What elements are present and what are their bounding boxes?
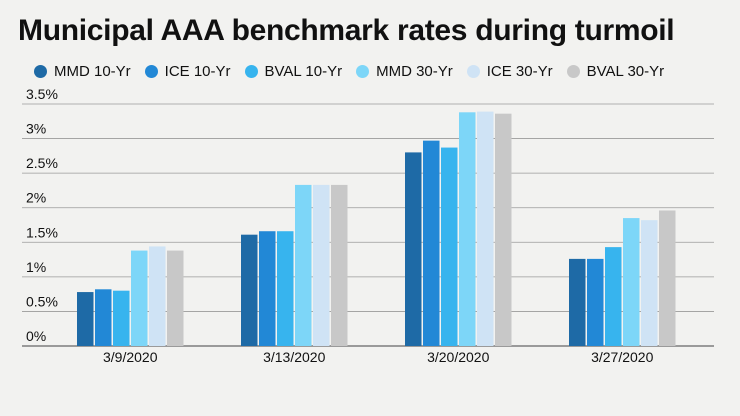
legend-swatch xyxy=(244,65,258,78)
y-tick-label: 3% xyxy=(26,121,46,137)
bar xyxy=(113,290,130,346)
legend-item: ICE 10-Yr xyxy=(144,63,231,80)
legend-swatch xyxy=(144,65,158,78)
bar xyxy=(259,231,276,346)
legend-item: BVAL 30-Yr xyxy=(566,63,665,80)
bar xyxy=(277,231,294,346)
legend-label: BVAL 10-Yr xyxy=(264,63,343,80)
bar xyxy=(149,246,166,346)
legend-item: MMD 10-Yr xyxy=(34,63,131,80)
legend-label: BVAL 30-Yr xyxy=(586,63,665,80)
bar xyxy=(405,152,422,346)
bar xyxy=(241,234,258,346)
y-tick-label: 1.5% xyxy=(26,224,58,240)
bar xyxy=(459,112,476,346)
bar xyxy=(623,218,640,346)
bar xyxy=(167,250,184,346)
bar xyxy=(295,184,312,346)
legend: MMD 10-Yr ICE 10-Yr BVAL 10-Yr MMD 30-Yr ICE… xyxy=(34,63,664,80)
legend-swatch xyxy=(356,65,370,78)
bar xyxy=(477,111,494,346)
y-tick-label: 3.5% xyxy=(26,86,58,102)
legend-item: BVAL 10-Yr xyxy=(244,63,343,80)
bar xyxy=(313,184,330,346)
chart-title: Municipal AAA benchmark rates during tur… xyxy=(18,14,675,47)
legend-label: MMD 30-Yr xyxy=(376,63,453,80)
x-tick-label: 3/9/2020 xyxy=(103,349,158,365)
bar xyxy=(441,147,458,346)
bar xyxy=(77,292,94,346)
y-tick-label: 2.5% xyxy=(26,155,58,171)
bar xyxy=(131,250,148,346)
bar xyxy=(605,247,622,346)
legend-item: MMD 30-Yr xyxy=(356,63,453,80)
y-tick-label: 2% xyxy=(26,190,46,206)
y-tick-label: 0% xyxy=(26,328,46,344)
legend-swatch xyxy=(566,65,580,78)
bar xyxy=(569,258,586,346)
y-tick-label: 0.5% xyxy=(26,293,58,309)
x-tick-label: 3/20/2020 xyxy=(427,349,489,365)
legend-label: ICE 30-Yr xyxy=(486,63,553,80)
bar xyxy=(641,220,658,346)
bar xyxy=(95,289,112,346)
bar xyxy=(587,258,604,346)
bar xyxy=(423,140,440,346)
bar xyxy=(331,184,348,346)
x-tick-label: 3/13/2020 xyxy=(263,349,325,365)
legend-label: MMD 10-Yr xyxy=(54,63,131,80)
bar xyxy=(495,113,512,347)
legend-label: ICE 10-Yr xyxy=(164,63,231,80)
bar xyxy=(659,210,676,346)
legend-swatch xyxy=(466,65,480,78)
legend-swatch xyxy=(34,65,47,78)
y-tick-label: 1% xyxy=(26,259,46,275)
legend-item: ICE 30-Yr xyxy=(466,63,553,80)
x-tick-label: 3/27/2020 xyxy=(591,349,653,365)
